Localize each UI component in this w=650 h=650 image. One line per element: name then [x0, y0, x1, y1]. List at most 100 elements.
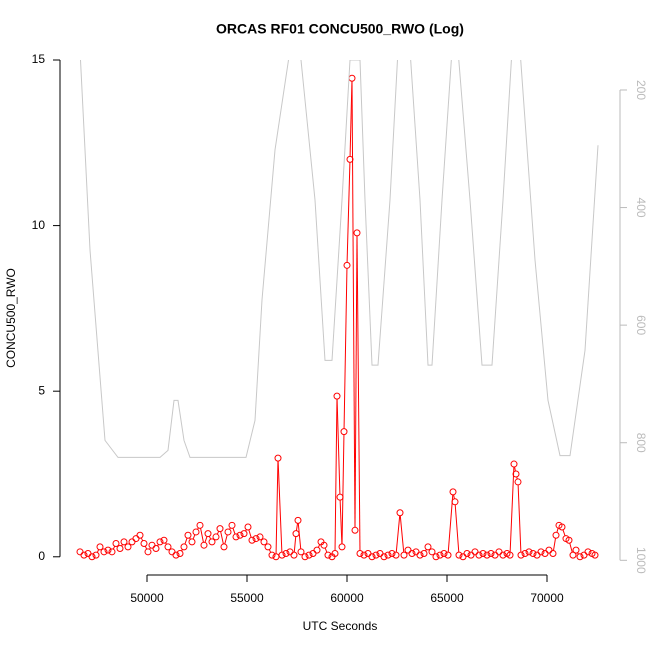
series-segment: [395, 515, 401, 553]
data-point: [549, 549, 557, 557]
data-point: [144, 548, 152, 556]
series-segment: [334, 399, 338, 551]
data-point: [196, 521, 204, 529]
series-segment: [517, 484, 522, 553]
data-point: [80, 551, 88, 559]
data-point: [188, 538, 196, 546]
series-segment: [220, 531, 224, 545]
data-point: [301, 553, 309, 561]
data-point: [348, 74, 356, 82]
data-point: [529, 549, 537, 557]
data-point: [128, 538, 136, 546]
data-point: [471, 548, 479, 556]
series-segment: [339, 500, 343, 544]
data-point: [463, 549, 471, 557]
data-point: [351, 526, 359, 534]
data-point: [432, 553, 440, 561]
data-point: [512, 470, 520, 478]
series-segment: [454, 504, 460, 553]
data-point: [132, 535, 140, 543]
data-point: [313, 546, 321, 554]
data-point: [290, 551, 298, 559]
data-point: [388, 549, 396, 557]
data-point: [572, 546, 580, 554]
data-point: [521, 549, 529, 557]
data-point: [168, 548, 176, 556]
data-point: [324, 551, 332, 559]
series-segment: [184, 537, 188, 545]
data-point: [224, 528, 232, 536]
data-point: [108, 548, 116, 556]
data-point: [487, 549, 495, 557]
data-point: [120, 538, 128, 546]
data-point: [248, 536, 256, 544]
y-axis-label: CONCU500_RWO: [4, 268, 18, 368]
data-point: [449, 488, 457, 496]
data-point: [506, 551, 514, 559]
series-segment: [317, 544, 321, 548]
data-point: [140, 540, 148, 548]
data-point: [124, 543, 132, 551]
x-tick-label: 60000: [330, 591, 364, 605]
series-segment: [295, 523, 299, 531]
data-point: [104, 546, 112, 554]
series-segment: [341, 434, 345, 544]
series-segment: [200, 528, 204, 543]
data-point: [558, 523, 566, 531]
y2-tick-label: 400: [634, 198, 648, 218]
data-point: [420, 549, 428, 557]
data-point: [565, 536, 573, 544]
series-segment: [140, 537, 144, 542]
data-point: [148, 541, 156, 549]
data-point: [297, 548, 305, 556]
data-point: [392, 551, 400, 559]
series-segment: [447, 494, 454, 553]
series-segment: [297, 523, 302, 549]
data-point: [537, 548, 545, 556]
data-point: [136, 531, 144, 539]
data-point: [76, 548, 84, 556]
series-segment: [204, 536, 208, 543]
x-tick-label: 55000: [230, 591, 264, 605]
series-segment: [112, 546, 116, 550]
data-point: [200, 541, 208, 549]
y-tick-label: 15: [32, 52, 46, 66]
data-point: [353, 229, 361, 237]
y2-tick-label: 800: [634, 433, 648, 453]
data-point: [172, 551, 180, 559]
x-tick-label: 65000: [430, 591, 464, 605]
data-point: [292, 530, 300, 538]
data-point: [204, 530, 212, 538]
series-segment: [232, 527, 236, 535]
data-point: [152, 545, 160, 553]
series-segment: [569, 542, 573, 553]
y-tick-label: 10: [32, 218, 46, 232]
data-point: [264, 543, 272, 551]
data-point: [256, 533, 264, 541]
data-point: [343, 261, 351, 269]
series-segment: [562, 529, 566, 536]
data-point: [552, 531, 560, 539]
data-point: [499, 551, 507, 559]
y2-tick-label: 200: [634, 80, 648, 100]
x-tick-label: 50000: [130, 591, 164, 605]
data-point: [584, 548, 592, 556]
data-point: [416, 551, 424, 559]
data-point: [294, 516, 302, 524]
data-point: [156, 538, 164, 546]
data-point: [212, 533, 220, 541]
data-point: [346, 155, 354, 163]
series-segment: [324, 547, 328, 553]
altitude-line: [79, 60, 599, 458]
series-segment: [509, 467, 515, 553]
data-point: [455, 551, 463, 559]
data-point: [164, 543, 172, 551]
data-point: [340, 428, 348, 436]
data-point: [400, 551, 408, 559]
data-point: [208, 538, 216, 546]
data-point: [514, 478, 522, 486]
series-segment: [336, 399, 341, 495]
data-point: [380, 553, 388, 561]
data-point: [396, 509, 404, 517]
data-point: [176, 549, 184, 557]
